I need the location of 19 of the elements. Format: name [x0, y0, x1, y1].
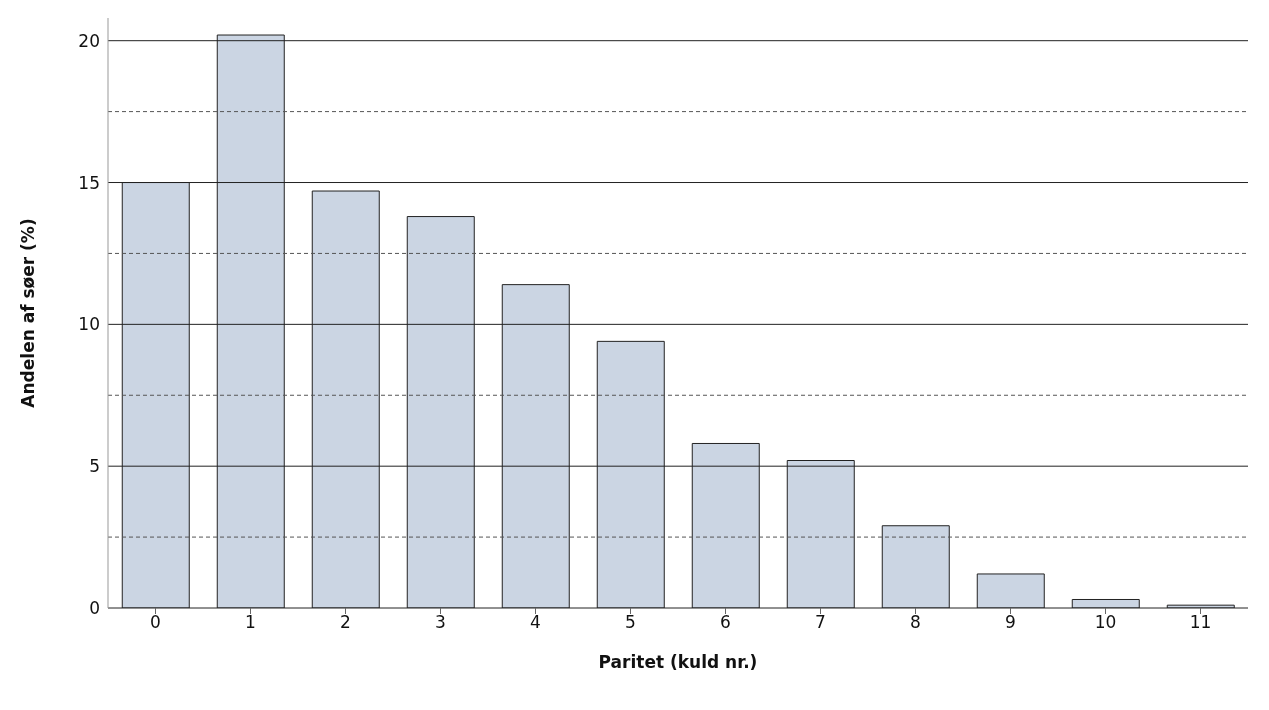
x-tick-label: 3: [435, 612, 446, 633]
x-tick-label: 2: [340, 612, 351, 633]
x-tick-label: 11: [1189, 612, 1212, 633]
y-tick-label: 15: [78, 172, 100, 193]
x-tick-label: 10: [1094, 612, 1117, 633]
x-tick-label: 1: [245, 612, 256, 633]
x-tick-label: 5: [625, 612, 636, 633]
y-tick-label: 5: [89, 456, 100, 477]
x-axis-title: Paritet (kuld nr.): [598, 652, 758, 672]
x-tick-label: 7: [815, 612, 826, 633]
y-tick-label: 10: [78, 314, 100, 335]
x-tick-label: 8: [910, 612, 921, 633]
x-tick-label: 4: [530, 612, 541, 633]
y-tick-label: 0: [89, 598, 100, 619]
y-tick-label: 20: [78, 30, 100, 51]
x-tick-label: 0: [150, 612, 161, 633]
x-tick-label: 9: [1005, 612, 1016, 633]
x-tick-label: 6: [720, 612, 731, 633]
y-axis-title: Andelen af søer (%): [18, 218, 39, 408]
